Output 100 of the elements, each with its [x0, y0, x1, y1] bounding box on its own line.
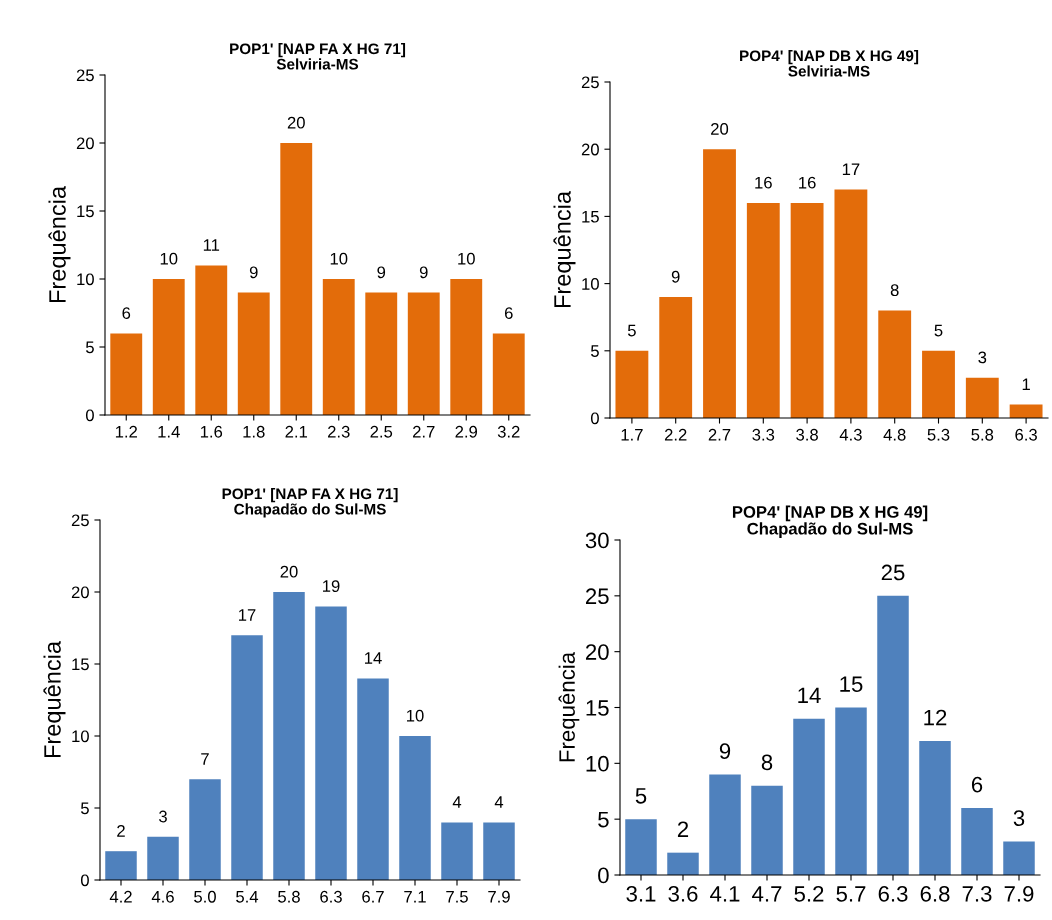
bar: [919, 741, 951, 875]
x-tick-label: 5.3: [927, 428, 950, 441]
bar: [922, 350, 955, 418]
data-label: 4: [452, 796, 462, 808]
bar: [961, 808, 993, 875]
data-label: 20: [280, 565, 298, 578]
y-axis-title: Frequência: [48, 185, 71, 303]
x-tick-label: 2.3: [328, 425, 350, 438]
y-tick-label: 25: [76, 69, 94, 82]
x-tick-label: 4.6: [151, 890, 174, 903]
y-tick-label: 20: [585, 644, 609, 660]
data-label: 17: [842, 163, 860, 175]
x-tick-label: 3.1: [626, 886, 656, 902]
y-tick-label: 30: [585, 532, 609, 549]
x-tick-label: 7.9: [1004, 886, 1034, 902]
y-tick-label: 5: [598, 811, 609, 828]
y-tick-label: 20: [71, 586, 89, 599]
x-tick-label: 6.7: [362, 890, 384, 903]
data-label: 9: [377, 266, 386, 279]
data-label: 11: [203, 239, 220, 251]
x-tick-label: 7.5: [446, 891, 468, 903]
y-tick-label: 0: [590, 412, 599, 425]
data-label: 19: [323, 580, 340, 592]
y-tick-label: 15: [72, 658, 89, 671]
bar: [965, 377, 999, 418]
bar: [835, 707, 867, 875]
x-tick-label: 1.7: [621, 429, 643, 441]
x-tick-label: 3.3: [752, 428, 775, 441]
y-tick-label: 20: [76, 137, 94, 150]
bar: [365, 292, 398, 415]
data-label: 9: [719, 743, 731, 759]
x-tick-label: 3.6: [668, 886, 698, 902]
bar: [322, 279, 355, 415]
data-label: 14: [365, 652, 382, 664]
x-tick-label: 5.4: [236, 891, 259, 903]
y-tick-label: 10: [77, 273, 94, 286]
x-tick-label: 1.4: [158, 426, 180, 438]
x-tick-label: 6.8: [920, 886, 950, 902]
x-tick-label: 1.2: [115, 425, 137, 438]
bar: [703, 149, 736, 418]
x-tick-label: 2.7: [708, 428, 731, 441]
data-label: 9: [419, 266, 428, 279]
data-label: 6: [122, 307, 131, 319]
x-tick-label: 3.8: [796, 428, 818, 441]
x-tick-label: 2.2: [664, 428, 687, 441]
bar: [709, 774, 741, 875]
bar: [195, 265, 228, 415]
y-tick-label: 10: [586, 755, 609, 772]
bar: [834, 189, 868, 418]
data-label: 5: [635, 788, 647, 804]
data-label: 20: [287, 116, 305, 129]
y-axis-title: Frequência: [558, 651, 580, 762]
x-tick-label: 4.7: [752, 886, 782, 902]
bar: [237, 292, 270, 415]
data-label: 3: [978, 351, 987, 364]
x-tick-label: 7.9: [488, 890, 510, 903]
x-tick-label: 4.1: [710, 886, 740, 902]
x-tick-label: 3.2: [497, 425, 520, 438]
data-label: 5: [627, 324, 636, 337]
bar: [877, 595, 909, 875]
chart-title: POP4' [NAP DB X HG 49] Selviria-MS: [740, 50, 919, 77]
bar: [615, 350, 649, 418]
x-tick-label: 6.3: [320, 890, 342, 903]
y-tick-label: 5: [85, 341, 94, 354]
x-tick-label: 1.6: [200, 425, 223, 438]
y-axis-title: Frequência: [43, 640, 66, 758]
bar: [793, 718, 825, 875]
bar: [407, 292, 440, 415]
chart-title: POP4' [NAP DB X HG 49] Chapadão do Sul-MS: [732, 505, 928, 538]
y-tick-label: 15: [586, 700, 609, 716]
x-tick-label: 7.3: [962, 886, 992, 902]
bar: [152, 279, 185, 415]
chart-title: POP1' [NAP FA X HG 71] Chapadão do Sul-MS: [222, 488, 398, 518]
data-label: 1: [1022, 378, 1030, 390]
bar: [147, 836, 179, 880]
data-label: 17: [239, 609, 256, 621]
y-tick-label: 15: [77, 205, 94, 218]
bar: [357, 678, 389, 880]
x-tick-label: 4.3: [839, 428, 862, 441]
chart-title: POP1' [NAP FA X HG 71] Selviria-MS: [230, 43, 406, 70]
x-tick-label: 6.3: [878, 886, 908, 902]
bar: [231, 635, 263, 880]
x-tick-label: 6.3: [1015, 428, 1037, 441]
data-label: 10: [458, 252, 475, 265]
x-tick-label: 2.7: [413, 425, 435, 438]
bar: [790, 202, 824, 418]
data-label: 15: [840, 676, 863, 692]
data-label: 4: [494, 796, 504, 808]
bar: [751, 785, 783, 875]
bar: [667, 852, 699, 875]
y-tick-label: 5: [590, 345, 599, 357]
bar: [315, 606, 347, 880]
y-tick-label: 5: [80, 802, 89, 815]
data-label: 10: [407, 709, 424, 722]
bar: [878, 310, 912, 418]
bar: [110, 333, 143, 415]
data-label: 5: [934, 324, 943, 337]
bar: [273, 592, 305, 880]
y-tick-label: 25: [71, 514, 89, 527]
data-label: 2: [117, 824, 125, 837]
